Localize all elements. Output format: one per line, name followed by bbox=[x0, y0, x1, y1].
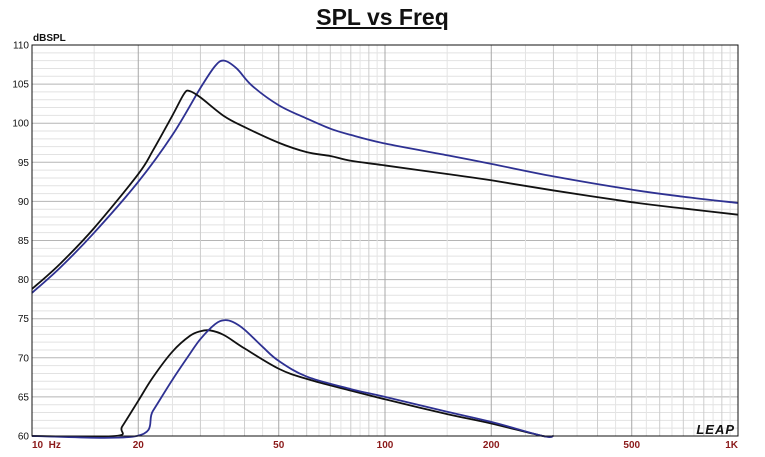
y-tick-label: 80 bbox=[18, 275, 30, 286]
grid bbox=[32, 44, 738, 437]
y-tick-label: 85 bbox=[18, 236, 30, 247]
y-tick-label: 75 bbox=[18, 314, 30, 325]
y-tick-label: 90 bbox=[18, 197, 30, 208]
series-line-upper-black bbox=[31, 89, 739, 290]
series-line-upper-blue bbox=[31, 59, 739, 294]
x-tick-label: 1K bbox=[725, 440, 739, 451]
series-line-lower-black bbox=[31, 329, 554, 438]
plot-frame bbox=[31, 44, 739, 437]
x-tick-label: 50 bbox=[273, 440, 285, 451]
x-tick-label: 20 bbox=[133, 440, 145, 451]
y-tick-label: 100 bbox=[12, 119, 29, 130]
y-tick-label: 60 bbox=[18, 432, 30, 443]
x-tick-label: 100 bbox=[377, 440, 394, 451]
leap-logo: LEAP bbox=[696, 422, 735, 437]
y-tick-label: 65 bbox=[18, 392, 30, 403]
y-tick-label: 95 bbox=[18, 158, 30, 169]
y-tick-label: 70 bbox=[18, 353, 30, 364]
x-tick-label: 10 Hz bbox=[32, 440, 61, 451]
y-tick-label: 105 bbox=[12, 80, 29, 91]
x-tick-label: 200 bbox=[483, 440, 500, 451]
series-lines bbox=[31, 59, 739, 439]
y-tick-label: 110 bbox=[13, 41, 29, 52]
chart-title: SPL vs Freq bbox=[316, 4, 449, 30]
x-tick-label: 500 bbox=[623, 440, 640, 451]
series-line-lower-blue bbox=[31, 319, 554, 439]
x-tick-labels: 10 Hz 20 50 100 200 500 1K bbox=[32, 440, 739, 451]
y-axis-unit-label: dBSPL bbox=[33, 33, 66, 44]
y-tick-labels: 110 105 100 95 90 85 80 75 70 65 60 bbox=[12, 41, 29, 443]
